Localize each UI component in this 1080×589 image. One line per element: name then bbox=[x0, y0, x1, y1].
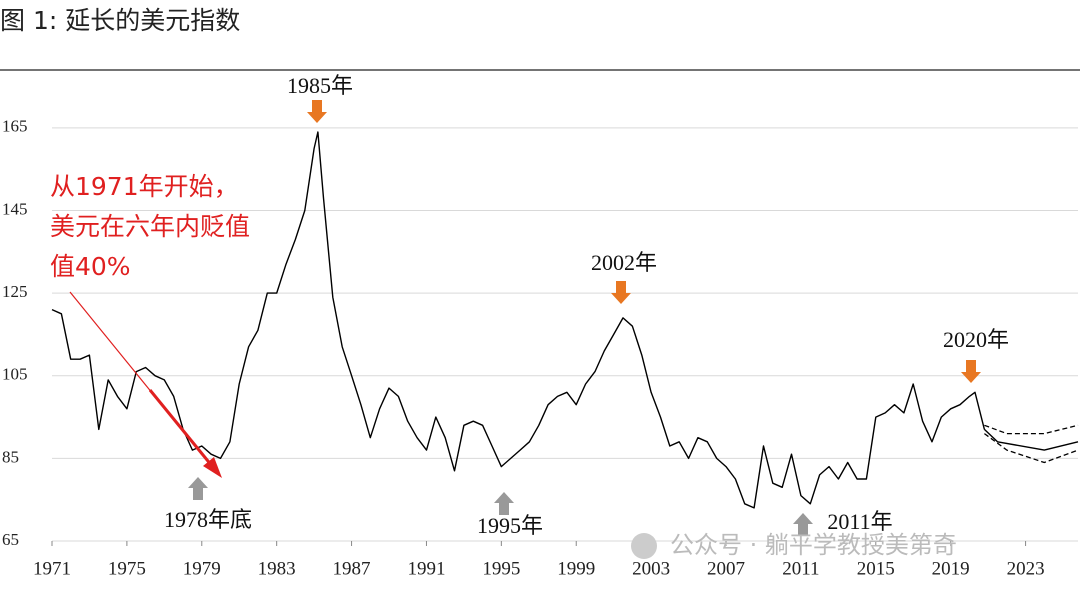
x-tick-label: 2011 bbox=[782, 558, 819, 579]
note-arrow-head bbox=[203, 457, 222, 478]
x-tick-label: 1983 bbox=[258, 558, 296, 579]
annotation-arrow bbox=[307, 100, 327, 123]
y-tick-label: 105 bbox=[2, 365, 28, 384]
y-tick-label: 125 bbox=[2, 282, 28, 301]
x-tick-label: 1995 bbox=[482, 558, 520, 579]
watermark-icon bbox=[631, 533, 657, 559]
x-tick-label: 2019 bbox=[932, 558, 970, 579]
x-tick-label: 1987 bbox=[333, 558, 371, 579]
note-arrow bbox=[148, 389, 214, 467]
data-line bbox=[983, 428, 1079, 451]
annotation-arrow bbox=[188, 477, 208, 500]
annotation: 2002年 bbox=[591, 250, 657, 275]
y-tick-label: 85 bbox=[2, 447, 19, 466]
annotation-arrow bbox=[793, 513, 813, 536]
x-tick-label: 2007 bbox=[707, 558, 745, 579]
data-line bbox=[984, 424, 1079, 435]
x-tick-label: 1971 bbox=[33, 558, 71, 579]
note-text: 从1971年开始， bbox=[50, 172, 239, 201]
annotation-arrow bbox=[494, 492, 514, 515]
y-tick-label: 65 bbox=[2, 530, 19, 549]
annotation: 1985年 bbox=[287, 73, 353, 98]
note-text: 美元在六年内贬值 bbox=[50, 212, 250, 241]
annotation: 1995年 bbox=[477, 513, 543, 538]
x-tick-label: 2003 bbox=[632, 558, 670, 579]
annotation: 2020年 bbox=[943, 327, 1009, 352]
annotation: 1978年底 bbox=[164, 507, 252, 532]
y-tick-label: 165 bbox=[2, 117, 28, 136]
annotation-arrow bbox=[961, 360, 981, 383]
x-tick-label: 2023 bbox=[1007, 558, 1045, 579]
annotation-arrow bbox=[611, 281, 631, 304]
x-tick-label: 1975 bbox=[108, 558, 146, 579]
annotation: 2011年 bbox=[827, 509, 892, 534]
data-line bbox=[51, 131, 986, 509]
watermark: 公众号 · 躺平学教授美第奇 bbox=[670, 531, 957, 559]
y-tick-label: 145 bbox=[2, 199, 28, 218]
note-text: 值40% bbox=[50, 252, 131, 281]
x-tick-label: 1979 bbox=[183, 558, 221, 579]
x-tick-label: 1991 bbox=[407, 558, 445, 579]
x-tick-label: 2015 bbox=[857, 558, 895, 579]
chart-title: 图 1: 延长的美元指数 bbox=[0, 6, 240, 35]
x-tick-label: 1999 bbox=[557, 558, 595, 579]
